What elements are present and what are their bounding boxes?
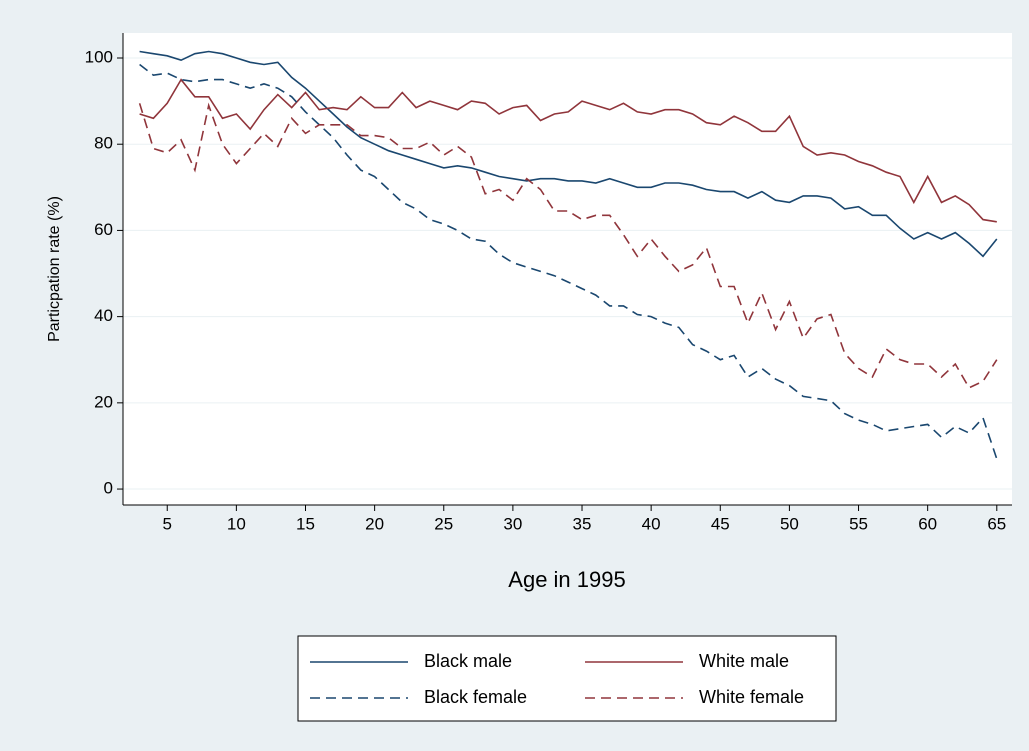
y-tick-label: 40 (94, 306, 113, 325)
x-tick-label: 15 (296, 514, 315, 533)
legend-label: Black male (424, 651, 512, 671)
x-tick-label: 60 (918, 514, 937, 533)
y-axis-title: Particpation rate (%) (46, 196, 63, 342)
x-tick-label: 50 (780, 514, 799, 533)
legend-label: Black female (424, 687, 527, 707)
y-tick-label: 80 (94, 134, 113, 153)
series-line (139, 78, 997, 223)
x-tick-label: 65 (987, 514, 1006, 533)
legend-label: White female (699, 687, 804, 707)
y-tick-label: 0 (104, 479, 113, 498)
y-tick-label: 20 (94, 392, 113, 411)
x-tick-label: 5 (163, 514, 172, 533)
x-axis-title: Age in 1995 (508, 567, 625, 592)
legend-box (297, 635, 837, 722)
x-tick-label: 35 (573, 514, 592, 533)
y-tick-label: 60 (94, 220, 113, 239)
legend-label: White male (699, 651, 789, 671)
x-tick-label: 25 (434, 514, 453, 533)
x-tick-label: 10 (227, 514, 246, 533)
y-tick-label: 100 (85, 47, 113, 66)
series-line (138, 102, 998, 389)
x-tick-label: 20 (365, 514, 384, 533)
x-tick-label: 45 (711, 514, 730, 533)
x-tick-label: 30 (503, 514, 522, 533)
series-line (139, 50, 998, 258)
x-tick-label: 55 (849, 514, 868, 533)
x-tick-label: 40 (642, 514, 661, 533)
plot-area (123, 33, 1012, 505)
series-line (139, 63, 998, 460)
